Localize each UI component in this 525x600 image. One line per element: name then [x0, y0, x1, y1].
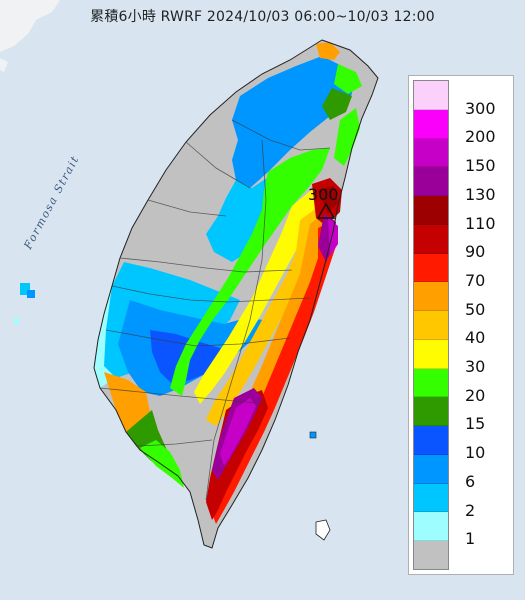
legend-level-label: 2 — [465, 500, 476, 520]
legend-swatch — [414, 454, 448, 484]
penghu-islands — [14, 283, 35, 324]
max-value-label: 300 — [308, 185, 339, 204]
legend-level-label: 300 — [465, 98, 496, 118]
legend-swatch — [414, 253, 448, 283]
legend-swatch — [414, 339, 448, 369]
legend-level-label: 130 — [465, 184, 496, 204]
legend-level-label: 200 — [465, 127, 496, 147]
legend-swatch — [414, 138, 448, 168]
legend-swatch — [414, 282, 448, 312]
legend-swatch — [414, 224, 448, 254]
taiwan-island — [93, 39, 379, 549]
legend-level-label: 150 — [465, 156, 496, 176]
legend-color-bar — [413, 80, 449, 570]
legend-swatch — [414, 196, 448, 225]
map-title: 累積6小時 RWRF 2024/10/03 06:00~10/03 12:00 — [90, 9, 435, 25]
legend-swatch — [414, 109, 448, 139]
legend-swatch — [414, 541, 448, 570]
legend-swatch — [414, 483, 448, 513]
legend-swatch — [414, 311, 448, 340]
max-rainfall-marker: 300 — [308, 185, 339, 219]
legend-level-label: 110 — [465, 213, 496, 233]
legend-level-label: 20 — [465, 385, 486, 405]
legend-level-label: 70 — [465, 270, 486, 290]
legend-level-label: 10 — [465, 443, 486, 463]
triangle-icon — [316, 202, 336, 219]
legend-level-label: 90 — [465, 242, 486, 262]
legend-swatch — [414, 397, 448, 427]
mainland-coast — [0, 0, 60, 72]
legend-labels: 300 200 150 130 110 90 70 50 40 30 20 15 10 6 2 1 — [455, 80, 510, 568]
legend-swatch — [414, 426, 448, 455]
legend-level-label: 50 — [465, 299, 486, 319]
legend-level-label: 6 — [465, 471, 476, 491]
legend-level-label: 40 — [465, 328, 486, 348]
legend-level-label: 1 — [465, 529, 476, 549]
legend-swatch — [414, 512, 448, 542]
legend-swatch — [414, 167, 448, 197]
legend-level-label: 15 — [465, 414, 486, 434]
legend-swatch — [414, 368, 448, 398]
offshore-islands — [309, 431, 331, 541]
legend-level-label: 30 — [465, 357, 486, 377]
legend-swatch — [414, 81, 448, 110]
